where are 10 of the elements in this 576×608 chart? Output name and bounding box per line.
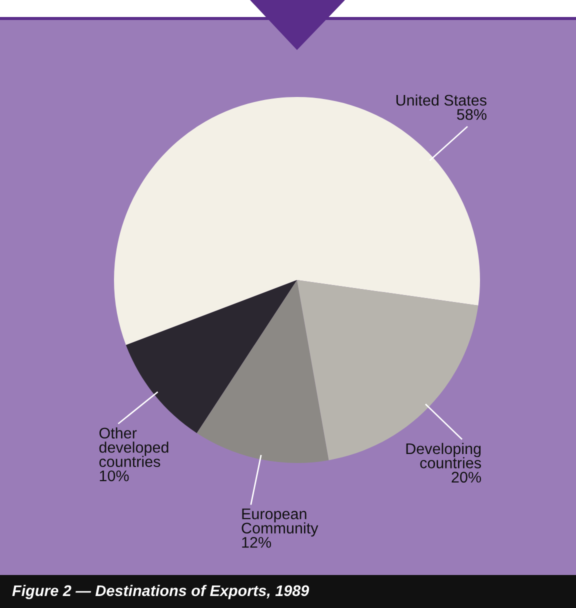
pie-slice [196,280,329,463]
data-label: 12% [242,536,272,548]
data-label: 10% [100,470,129,482]
slice-label: United States [396,94,486,106]
slice-label: Other developed countries [99,427,168,468]
data-label: 58% [457,109,486,120]
data-label: 20% [452,472,482,483]
slice-label: Developing countries [406,442,481,468]
text: Figure 2 — Destinations of Exports, 1989 [12,584,310,600]
slice-label: European Community [242,508,318,537]
